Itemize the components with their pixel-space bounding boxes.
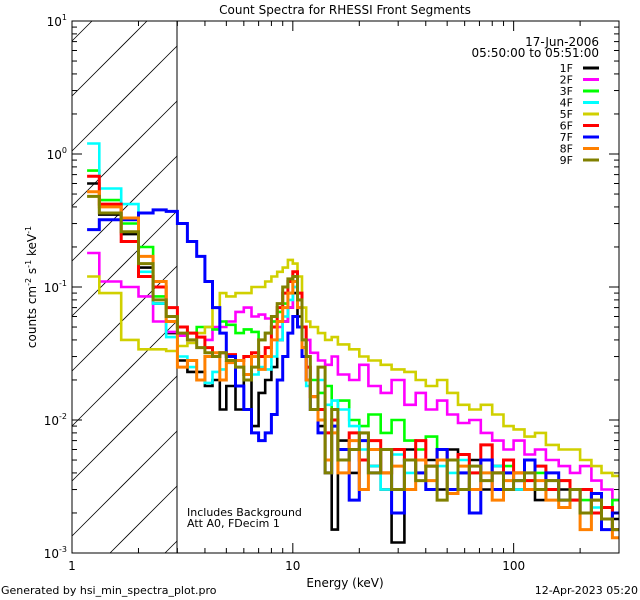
y-tick-exponent: 0 [62,146,67,155]
y-tick-label: 10-2 [44,412,67,428]
hatch-line [71,45,178,152]
axis-ticks [71,21,620,554]
y-tick-label: 100 [47,146,67,162]
x-tick-label: 10 [285,559,300,573]
y-tick-exponent: -3 [59,545,67,554]
legend-label-9F: 9F [560,154,573,167]
x-axis-label: Energy (keV) [306,576,383,590]
y-tick-exponent: -1 [59,279,67,288]
y-tick-exponent: 1 [62,13,67,22]
legend-label-6F: 6F [560,120,573,133]
legend-label-1F: 1F [560,62,573,75]
x-tick-label: 100 [502,559,525,573]
hatched-region [71,20,178,554]
time-range-label: 05:50:00 to 05:51:00 [472,46,599,60]
series-9F-line [87,194,619,532]
hatch-line [71,265,178,372]
annotation-background: Includes Background [187,506,302,519]
series-2F-line [87,251,619,502]
hatch-line [71,20,93,42]
date-label: 17-Jun-2006 [525,35,599,49]
hatch-line [71,430,178,537]
series-6F-line [87,174,619,532]
series-5F-line [87,258,619,478]
y-tick-base: 10 [44,414,59,428]
hatch-line [71,100,178,207]
hatch-line [71,375,178,482]
legend-label-4F: 4F [560,97,573,110]
y-tick-label: 10-1 [44,279,67,295]
y-tick-base: 10 [47,15,62,29]
y-tick-label: 10-3 [44,545,67,561]
series-4F-line [87,142,619,521]
y-axis-label: counts cm-2 s-1 keV-1 [24,226,39,348]
hatch-line [71,155,178,262]
y-tick-base: 10 [47,148,62,162]
annotation-attenuator: Att A0, FDecim 1 [187,517,280,530]
hatch-line [164,540,178,554]
hatch-line [71,20,148,97]
hatch-line [71,210,178,317]
y-tick-base: 10 [44,547,59,561]
footer-generator: Generated by hsi_min_spectra_plot.pro [1,584,217,597]
y-tick-base: 10 [44,281,59,295]
x-tick-label: 1 [68,559,76,573]
series-8F-line [87,190,619,540]
hatch-line [109,485,178,554]
y-tick-exponent: -2 [59,412,67,421]
legend-label-7F: 7F [560,131,573,144]
footer-timestamp: 12-Apr-2023 05:20 [535,584,638,597]
chart-title: Count Spectra for RHESSI Front Segments [219,3,471,17]
legend-label-5F: 5F [560,108,573,121]
y-tick-label: 101 [47,13,67,29]
hatch-line [71,320,178,427]
legend-label-3F: 3F [560,85,573,98]
legend-label-2F: 2F [560,74,573,87]
legend-label-8F: 8F [560,143,573,156]
